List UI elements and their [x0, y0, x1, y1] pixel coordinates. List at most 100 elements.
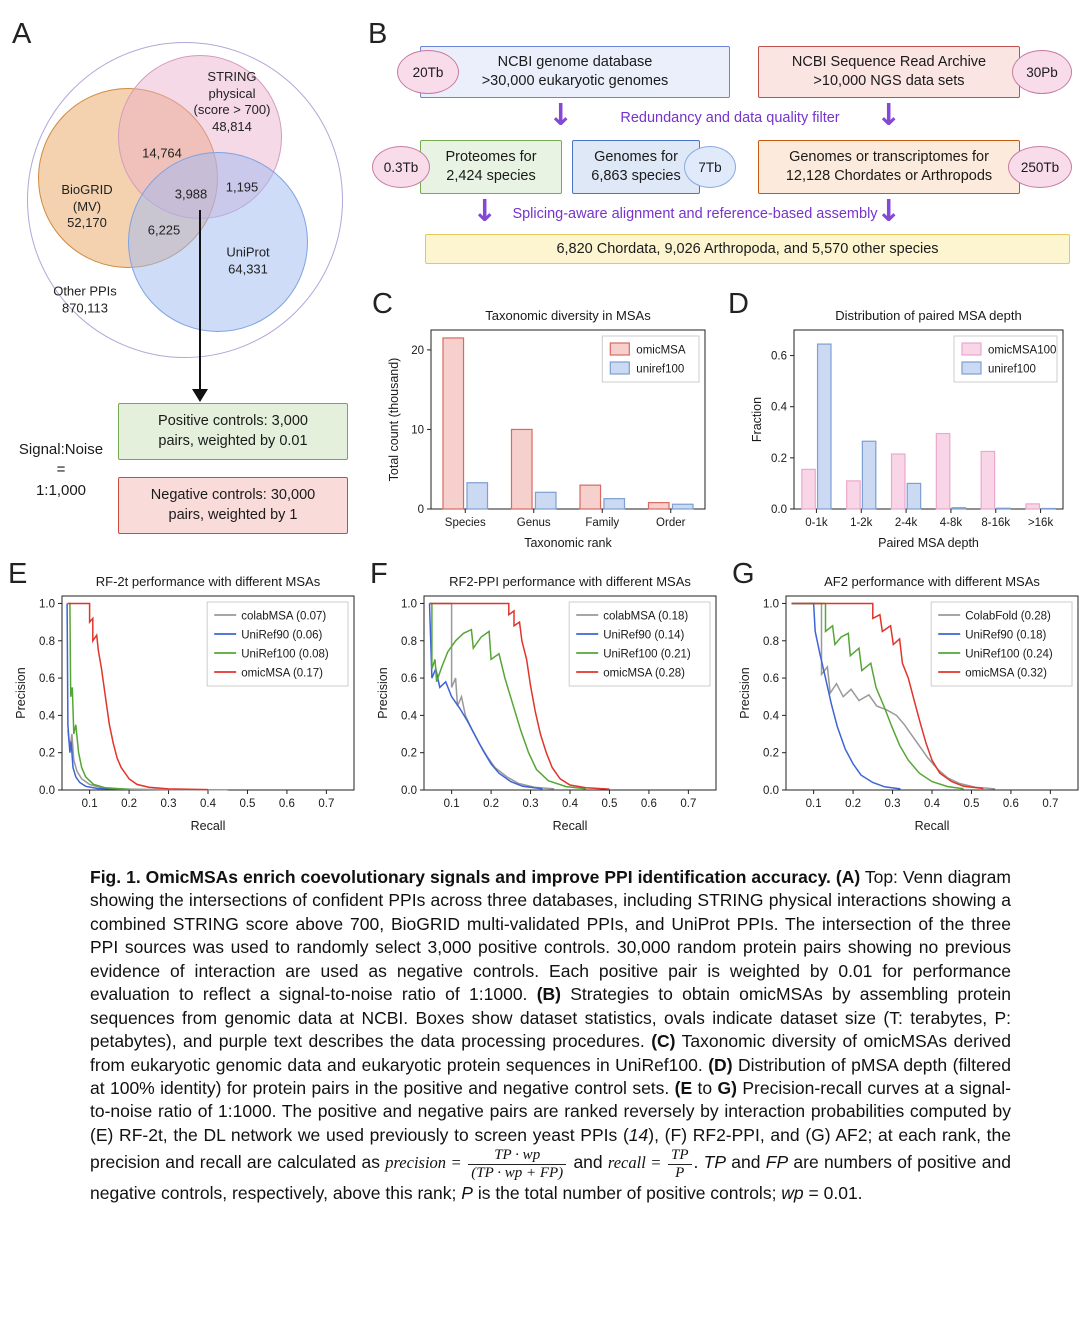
filter-arrow-left-icon: ↓	[548, 98, 574, 133]
series-omicMSA (0.28)	[429, 602, 610, 790]
bar-omicMSA100->16k	[1025, 503, 1041, 510]
genomes-text: Genomes for 6,863 species	[591, 149, 681, 184]
panel-g-label: G	[732, 558, 755, 590]
assembly-step-label: Splicing-aware alignment and reference-b…	[512, 206, 878, 222]
svg-text:0.2: 0.2	[763, 748, 779, 760]
y-axis-label: Precision	[376, 667, 390, 718]
bar-uniref100-Species	[466, 482, 489, 510]
venn-string-biogrid-count: 14,764	[142, 145, 182, 161]
svg-text:0.5: 0.5	[239, 798, 255, 810]
legend-label-3: omicMSA (0.32)	[965, 668, 1047, 680]
negative-controls-box: Negative controls: 30,000 pairs, weighte…	[118, 477, 348, 534]
genomes-size-text: 7Tb	[698, 159, 722, 175]
venn-biogrid-label: BioGRID (MV) 52,170	[61, 182, 113, 231]
venn-biogrid-uniprot-count: 6,225	[147, 222, 181, 238]
precision-formula: precision = TP · wp (TP · wp + FP)	[385, 1147, 568, 1181]
sra-size-text: 30Pb	[1026, 64, 1058, 80]
bar-omicMSA100-0-1k	[801, 468, 816, 510]
svg-text:4-8k: 4-8k	[940, 517, 963, 529]
proteomes-box: Proteomes for 2,424 species	[420, 140, 562, 194]
chart-rf2ppi-pr-curve: RF2-PPI performance with different MSAs R…	[376, 574, 717, 833]
venn-other-ppis-circle	[27, 42, 343, 358]
assembly-result-box: 6,820 Chordata, 9,026 Arthropoda, and 5,…	[425, 234, 1070, 264]
legend-label-2: UniRef100 (0.24)	[965, 649, 1053, 661]
precision-numerator: TP · wp	[468, 1147, 567, 1166]
venn-string-uniprot-count: 1,195	[225, 179, 259, 195]
proteomes-size-text: 0.3Tb	[383, 159, 419, 175]
series-omicMSA (0.17)	[67, 602, 209, 791]
sra-size-oval: 30Pb	[1012, 50, 1072, 94]
svg-text:0.2: 0.2	[39, 748, 55, 760]
caption-period: .	[693, 1152, 704, 1173]
panel-e-label: E	[8, 558, 28, 590]
precision-denominator: (TP · wp + FP)	[471, 1165, 564, 1182]
proteomes-size-oval: 0.3Tb	[372, 146, 430, 188]
chart-paired-msa-depth: Distribution of paired MSA depth Paired M…	[750, 308, 1064, 550]
svg-text:0.8: 0.8	[763, 636, 779, 648]
svg-text:Species: Species	[445, 517, 486, 529]
caption-b-marker: (B)	[536, 984, 561, 1005]
legend-label-0: omicMSA100	[988, 345, 1056, 357]
svg-text:0.1: 0.1	[444, 798, 460, 810]
caption-text-tail3: = 0.01.	[803, 1182, 863, 1203]
caption-text-c: Taxonomic diversity of omicMSAs derived …	[90, 1031, 1012, 1075]
caption-g-marker: G)	[717, 1077, 737, 1098]
caption-tp: TP	[703, 1152, 727, 1173]
caption-text-eg2: ), (F) RF2-PPI, and (G) AF2; at each ran…	[90, 1124, 1012, 1173]
svg-text:0.0: 0.0	[771, 504, 787, 516]
panel-c-label: C	[372, 288, 393, 320]
recall-eq: =	[645, 1153, 666, 1173]
y-axis-label: Fraction	[750, 397, 764, 442]
series-UniRef100 (0.24)	[791, 602, 964, 790]
chart-rf2t-pr-curve: RF-2t performance with different MSAs Rec…	[14, 574, 355, 833]
ncbi-genome-db-box: NCBI genome database >30,000 eukaryotic …	[420, 46, 730, 98]
bar-omicMSA-Species	[442, 337, 465, 510]
genomes-box: Genomes for 6,863 species	[572, 140, 700, 194]
caption-text-tail2: is the total number of positive controls…	[472, 1182, 782, 1203]
sra-text: NCBI Sequence Read Archive >10,000 NGS d…	[791, 54, 987, 89]
svg-text:0.0: 0.0	[39, 785, 55, 797]
svg-text:0.7: 0.7	[680, 798, 696, 810]
bar-uniref100-4-8k	[951, 507, 967, 510]
assembly-arrow-right-icon: ↓	[876, 194, 902, 229]
bar-uniref100-1-2k	[861, 440, 877, 510]
panel-d-label: D	[728, 288, 749, 320]
caption-a-marker: (A)	[835, 867, 861, 887]
panel-b-label: B	[368, 18, 388, 50]
chordates-box: Genomes or transcriptomes for 12,128 Cho…	[758, 140, 1020, 194]
filter-step-label: Redundancy and data quality filter	[620, 110, 840, 126]
caption-text-b: Strategies to obtain omicMSAs by assembl…	[90, 984, 1012, 1052]
svg-text:0.2: 0.2	[771, 453, 787, 465]
venn-down-arrow-head-icon	[192, 389, 208, 402]
svg-text:0.2: 0.2	[845, 798, 861, 810]
svg-text:0.6: 0.6	[39, 673, 55, 685]
chordates-text: Genomes or transcriptomes for 12,128 Cho…	[785, 149, 993, 184]
x-axis-label: Recall	[553, 819, 588, 833]
caption-text-tail1: are numbers of positive and negative con…	[90, 1152, 1011, 1203]
svg-text:0-1k: 0-1k	[805, 517, 828, 529]
svg-text:0.6: 0.6	[1003, 798, 1019, 810]
legend-swatch-1	[961, 361, 982, 375]
chart-title: Distribution of paired MSA depth	[835, 308, 1021, 323]
recall-lhs: recall	[607, 1153, 646, 1173]
ncbi-genome-db-text: NCBI genome database >30,000 eukaryotic …	[481, 54, 669, 89]
negative-controls-text: Negative controls: 30,000 pairs, weighte…	[150, 487, 316, 523]
bar-uniref100-2-4k	[906, 482, 922, 510]
svg-text:0.8: 0.8	[39, 636, 55, 648]
positive-controls-box: Positive controls: 3,000 pairs, weighted…	[118, 403, 348, 460]
assembly-arrow-left-icon: ↓	[472, 194, 498, 229]
svg-text:1.0: 1.0	[39, 598, 55, 610]
chart-taxonomic-diversity: Taxonomic diversity in MSAs Taxonomic ran…	[387, 308, 706, 550]
chart-af2-pr-curve: AF2 performance with different MSAs Recal…	[738, 574, 1079, 833]
y-axis-label: Precision	[14, 667, 28, 718]
svg-text:0.6: 0.6	[279, 798, 295, 810]
svg-text:0.2: 0.2	[121, 798, 137, 810]
svg-text:10: 10	[411, 424, 424, 436]
filter-arrow-right-icon: ↓	[876, 98, 902, 133]
svg-text:0.1: 0.1	[82, 798, 98, 810]
chart-title: RF-2t performance with different MSAs	[96, 574, 321, 589]
chordates-size-text: 250Tb	[1020, 159, 1060, 175]
venn-string-label: STRING physical (score > 700) 48,814	[193, 68, 271, 134]
bar-uniref100-Family	[603, 498, 626, 510]
